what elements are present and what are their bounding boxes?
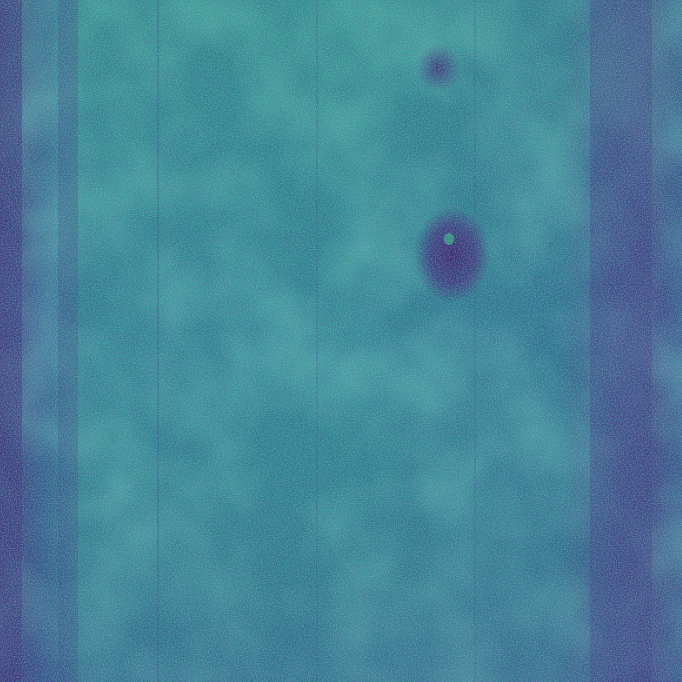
intensity-map-canvas: [0, 0, 682, 682]
intensity-map-image: [0, 0, 682, 682]
dark-speckle: [0, 0, 682, 682]
